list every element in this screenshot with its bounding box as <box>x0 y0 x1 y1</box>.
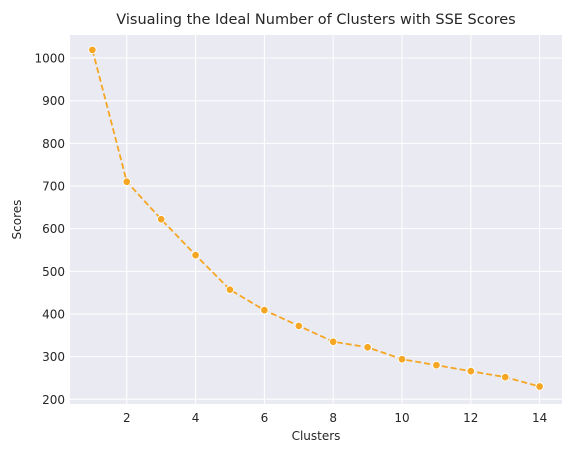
chart-title: Visualing the Ideal Number of Clusters w… <box>116 12 515 28</box>
data-point <box>156 215 166 224</box>
data-point <box>363 343 372 352</box>
data-point <box>500 372 510 382</box>
y-tick-label: 300 <box>42 350 65 364</box>
data-point <box>225 285 235 294</box>
grid-lines <box>70 35 562 404</box>
x-tick-label: 14 <box>532 411 547 425</box>
x-tick-label: 12 <box>463 411 478 425</box>
data-point <box>397 354 407 364</box>
x-tick-label: 6 <box>261 411 269 425</box>
y-tick-label: 400 <box>42 307 65 321</box>
data-point <box>191 250 200 260</box>
data-point <box>260 305 269 315</box>
data-point <box>294 321 304 331</box>
tick-labels: 2 4 6 8 10 12 14 200 300 400 500 600 700 800 900 1000 <box>34 52 547 425</box>
x-tick-label: 2 <box>123 411 131 425</box>
y-tick-label: 200 <box>42 393 65 407</box>
y-tick-label: 700 <box>42 180 65 194</box>
x-tick-label: 4 <box>192 411 200 425</box>
x-tick-label: 10 <box>394 411 409 425</box>
y-tick-label: 600 <box>42 222 65 236</box>
y-tick-label: 800 <box>42 137 65 151</box>
data-point <box>535 382 544 391</box>
series-line <box>91 49 540 388</box>
plot-background <box>70 35 562 404</box>
data-point <box>432 360 441 370</box>
y-tick-label: 900 <box>42 94 65 108</box>
data-point <box>466 366 476 376</box>
series-layer <box>88 45 544 391</box>
x-axis-label: Clusters <box>292 429 341 443</box>
data-point <box>328 337 338 346</box>
data-point <box>88 45 97 55</box>
y-tick-label: 500 <box>42 265 65 279</box>
y-tick-label: 1000 <box>34 52 65 66</box>
x-tick-label: 8 <box>329 411 337 425</box>
data-point <box>122 177 132 186</box>
y-axis-label: Scores <box>10 200 24 240</box>
